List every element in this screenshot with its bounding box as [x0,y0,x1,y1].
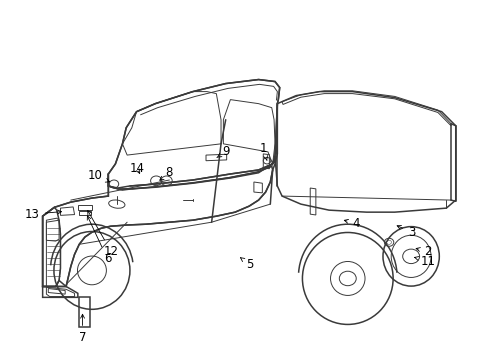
Text: 13: 13 [25,208,61,221]
Text: 14: 14 [130,162,144,175]
Text: 9: 9 [216,145,229,158]
Text: 1: 1 [259,142,267,161]
Text: 11: 11 [414,255,435,268]
Text: 4: 4 [344,217,359,230]
Text: 7: 7 [79,314,86,344]
Text: 5: 5 [240,258,253,271]
Text: 6: 6 [87,216,111,265]
Text: 10: 10 [88,170,109,183]
Text: 12: 12 [87,211,119,258]
Text: 3: 3 [396,226,414,239]
Text: 2: 2 [415,245,430,258]
Text: 8: 8 [160,166,173,180]
